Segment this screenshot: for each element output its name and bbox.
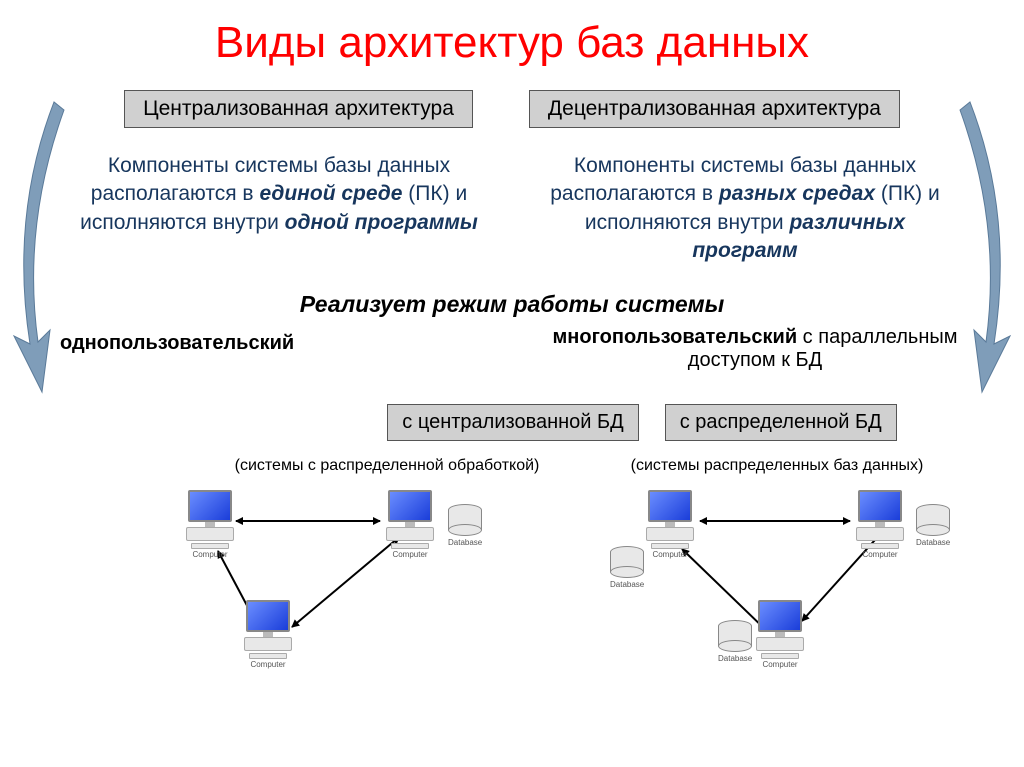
sub-box-distributed-db: с распределенной БД bbox=[665, 404, 897, 441]
arch-box-decentralized: Децентрализованная архитектура bbox=[529, 90, 900, 128]
desc-decentralized: Компоненты системы базы данных располага… bbox=[540, 152, 950, 265]
mode-label-multi: многопользовательский с параллельным дос… bbox=[540, 326, 970, 372]
sub-box-centralized-db: с централизованной БД bbox=[387, 404, 638, 441]
diagram-centralized: ComputerComputerDatabaseComputer bbox=[180, 490, 520, 710]
computer-icon: Computer bbox=[180, 490, 240, 559]
arch-box-centralized: Централизованная архитектура bbox=[124, 90, 473, 128]
database-icon: Database bbox=[718, 620, 752, 663]
computer-icon: Computer bbox=[238, 600, 298, 669]
mode-label-single: однопользовательский bbox=[60, 332, 294, 355]
computer-icon: Computer bbox=[750, 600, 810, 669]
caption-centralized: (системы с распределенной обработкой) bbox=[207, 457, 567, 475]
mode-title: Реализует режим работы системы bbox=[0, 291, 1024, 318]
page-title: Виды архитектур баз данных bbox=[0, 0, 1024, 68]
diagram-distributed: ComputerDatabaseComputerDatabaseComputer… bbox=[610, 490, 970, 710]
computer-icon: Computer bbox=[640, 490, 700, 559]
database-icon: Database bbox=[448, 504, 482, 547]
caption-distributed: (системы распределенных баз данных) bbox=[607, 457, 947, 475]
desc-centralized: Компоненты системы базы данных располага… bbox=[74, 152, 484, 265]
database-icon: Database bbox=[610, 546, 644, 589]
connector-line bbox=[700, 520, 850, 522]
computer-icon: Computer bbox=[850, 490, 910, 559]
database-icon: Database bbox=[916, 504, 950, 547]
computer-icon: Computer bbox=[380, 490, 440, 559]
connector-line bbox=[236, 520, 380, 522]
